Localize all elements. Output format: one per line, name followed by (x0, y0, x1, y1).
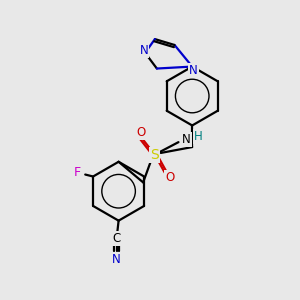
Text: N: N (182, 133, 191, 146)
Text: F: F (74, 166, 81, 179)
Text: N: N (112, 254, 121, 266)
Text: O: O (165, 171, 174, 184)
Text: H: H (194, 130, 203, 143)
Text: N: N (140, 44, 148, 57)
Text: S: S (151, 148, 159, 162)
Text: N: N (189, 64, 198, 77)
Text: O: O (136, 126, 146, 139)
Text: C: C (112, 232, 121, 245)
